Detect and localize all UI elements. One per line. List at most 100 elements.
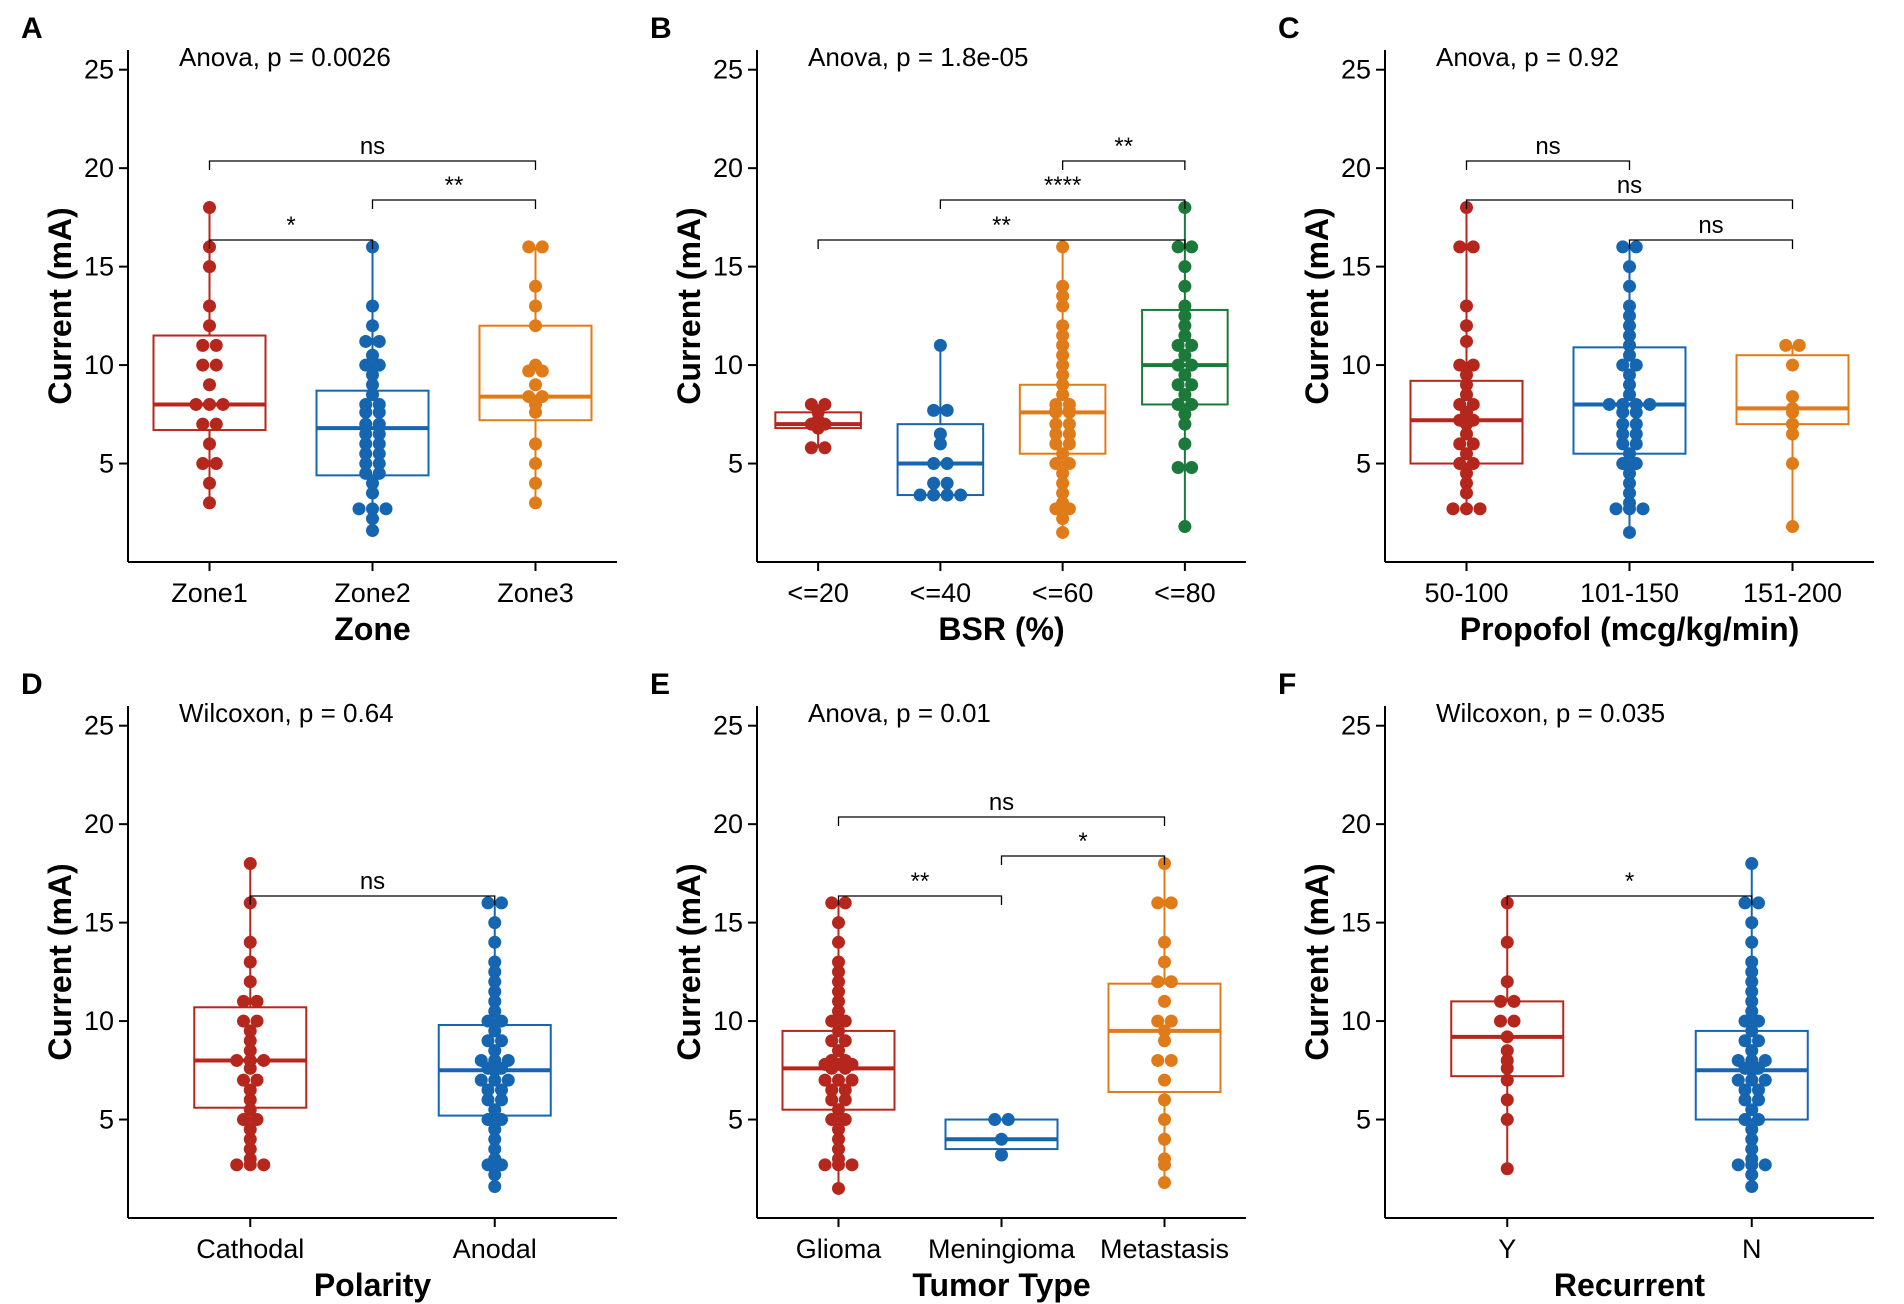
- data-point: [243, 1034, 257, 1048]
- data-point: [1752, 1083, 1765, 1097]
- data-point: [203, 319, 216, 333]
- data-point: [1466, 240, 1480, 254]
- data-point: [488, 1044, 502, 1058]
- data-point: [1460, 476, 1473, 490]
- data-point: [1616, 437, 1630, 451]
- x-tick-label: Zone2: [334, 578, 411, 608]
- data-point: [1792, 338, 1806, 352]
- test-annotation: Anova, p = 0.92: [1436, 42, 1619, 72]
- y-tick-label: 15: [1341, 908, 1371, 938]
- data-point: [1158, 935, 1171, 949]
- data-point: [481, 1158, 495, 1172]
- data-point: [1500, 1162, 1514, 1176]
- data-point: [1745, 955, 1759, 969]
- data-point: [1056, 378, 1070, 392]
- data-point: [203, 201, 216, 215]
- data-point: [1185, 460, 1199, 474]
- data-point: [243, 857, 257, 871]
- data-point: [933, 338, 947, 352]
- y-tick-label: 25: [713, 711, 743, 741]
- data-point: [250, 1113, 264, 1127]
- data-point: [818, 441, 832, 455]
- data-point: [825, 1034, 839, 1048]
- box-group-0: [781, 896, 896, 1195]
- y-tick-label: 20: [713, 809, 743, 839]
- data-point: [1049, 502, 1063, 516]
- x-tick-label: <=80: [1154, 578, 1216, 608]
- data-point: [1738, 1113, 1752, 1127]
- y-tick-label: 10: [1341, 1006, 1371, 1036]
- data-point: [1758, 1073, 1772, 1087]
- data-point: [1623, 476, 1636, 490]
- data-point: [359, 457, 373, 471]
- data-point: [481, 1083, 495, 1097]
- data-point: [825, 896, 839, 910]
- data-point: [1738, 1083, 1752, 1097]
- y-tick-label: 10: [84, 1006, 114, 1036]
- data-point: [488, 1179, 502, 1193]
- data-point: [1164, 1053, 1178, 1067]
- significance-label: **: [992, 212, 1011, 239]
- test-annotation: Anova, p = 1.8e-05: [808, 42, 1028, 72]
- y-tick-label: 20: [1341, 153, 1371, 183]
- test-annotation: Wilcoxon, p = 0.64: [179, 698, 394, 728]
- y-tick-label: 5: [1356, 449, 1371, 479]
- data-point: [1745, 1179, 1759, 1193]
- test-annotation: Anova, p = 0.0026: [179, 42, 391, 72]
- data-point: [1745, 1063, 1759, 1077]
- data-point: [495, 1113, 508, 1127]
- data-point: [933, 437, 947, 451]
- x-tick-label: Zone3: [497, 578, 574, 608]
- data-point: [1460, 502, 1473, 516]
- data-point: [1745, 1103, 1759, 1117]
- y-tick-label: 20: [84, 809, 114, 839]
- data-point: [196, 338, 210, 352]
- data-point: [237, 994, 250, 1008]
- data-point: [954, 488, 968, 502]
- x-tick-label: Metastasis: [1100, 1234, 1229, 1264]
- data-point: [209, 417, 223, 431]
- y-tick-label: 15: [1341, 252, 1371, 282]
- data-point: [1178, 348, 1192, 362]
- data-point: [845, 1158, 859, 1172]
- data-point: [1752, 1014, 1765, 1028]
- data-point: [1178, 309, 1192, 323]
- data-point: [209, 338, 223, 352]
- data-point: [1745, 1132, 1759, 1146]
- data-point: [1056, 476, 1070, 490]
- data-point: [1500, 975, 1514, 989]
- significance-label: ns: [360, 133, 385, 160]
- y-tick-label: 5: [99, 1105, 114, 1135]
- data-point: [488, 1168, 502, 1182]
- data-point: [845, 1073, 859, 1087]
- data-point: [1623, 309, 1636, 323]
- data-point: [1049, 417, 1063, 431]
- data-point: [1158, 994, 1171, 1008]
- data-point: [488, 916, 502, 930]
- box-group-2: [1107, 857, 1222, 1190]
- data-point: [832, 975, 845, 989]
- data-point: [529, 279, 542, 293]
- significance-label: *: [286, 212, 295, 239]
- data-point: [1507, 994, 1521, 1008]
- data-point: [1745, 1142, 1759, 1156]
- data-point: [1185, 358, 1199, 372]
- data-point: [495, 1014, 508, 1028]
- data-point: [535, 240, 549, 254]
- box: [1107, 982, 1222, 1093]
- data-point: [1185, 378, 1199, 392]
- panel-e: E 5 10 15 20 25 Current (mA) Glioma Meningioma Me…: [650, 668, 1246, 1303]
- data-point: [189, 397, 203, 411]
- data-point: [832, 1024, 845, 1038]
- data-point: [216, 397, 230, 411]
- data-point: [372, 417, 386, 431]
- data-point: [1473, 502, 1487, 516]
- y-tick-label: 20: [84, 153, 114, 183]
- y-axis-title: Current (mA): [671, 863, 707, 1060]
- data-point: [529, 378, 542, 392]
- data-point: [529, 476, 542, 490]
- data-point: [818, 1158, 832, 1172]
- data-point: [203, 496, 216, 510]
- data-point: [488, 1122, 502, 1136]
- data-point: [1049, 457, 1063, 471]
